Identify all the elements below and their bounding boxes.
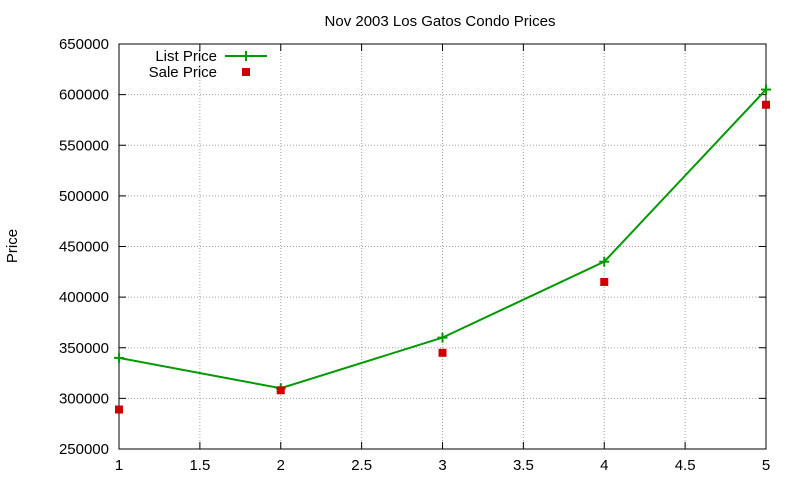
legend-label: List Price: [155, 48, 217, 65]
x-tick-label: 2.5: [351, 457, 372, 474]
x-tick-label: 1.5: [189, 457, 210, 474]
list-price-point: [761, 84, 771, 95]
y-tick-label: 550000: [59, 137, 109, 154]
sale-price-point: [762, 100, 770, 109]
y-tick-label: 500000: [59, 188, 109, 205]
y-tick-label: 650000: [59, 36, 109, 53]
x-tick-label: 3: [438, 457, 446, 474]
list-price-point: [599, 256, 610, 267]
legend-square-sample: [242, 68, 250, 76]
list-price-point: [114, 352, 124, 363]
x-tick-label: 5: [762, 457, 770, 474]
y-tick-label: 300000: [59, 390, 109, 407]
x-tick-label: 3.5: [513, 457, 534, 474]
y-tick-label: 350000: [59, 340, 109, 357]
y-tick-label: 600000: [59, 87, 109, 104]
sale-price-point: [276, 386, 285, 395]
grid-lines: [119, 44, 766, 449]
x-tick-label: 4: [600, 457, 608, 474]
x-tick-label: 1: [115, 457, 123, 474]
sale-price-point: [438, 348, 447, 357]
sale-price-point: [115, 405, 123, 414]
x-tick-label: 4.5: [675, 457, 696, 474]
axes: 1 1.5 2 2.5 3 3.5 4 4.5 5 250000 300000 350000 40000…: [59, 36, 770, 474]
x-tick-label: 2: [277, 457, 285, 474]
series-layer: [114, 84, 771, 414]
y-tick-label: 450000: [59, 239, 109, 256]
list-price-point: [437, 332, 448, 343]
chart-title: Nov 2003 Los Gatos Condo Prices: [325, 13, 556, 30]
legend-label: Sale Price: [149, 64, 217, 81]
sale-price-point: [600, 277, 609, 286]
y-axis-label: Price: [4, 229, 21, 263]
y-tick-label: 400000: [59, 289, 109, 306]
y-tick-label: 250000: [59, 441, 109, 458]
